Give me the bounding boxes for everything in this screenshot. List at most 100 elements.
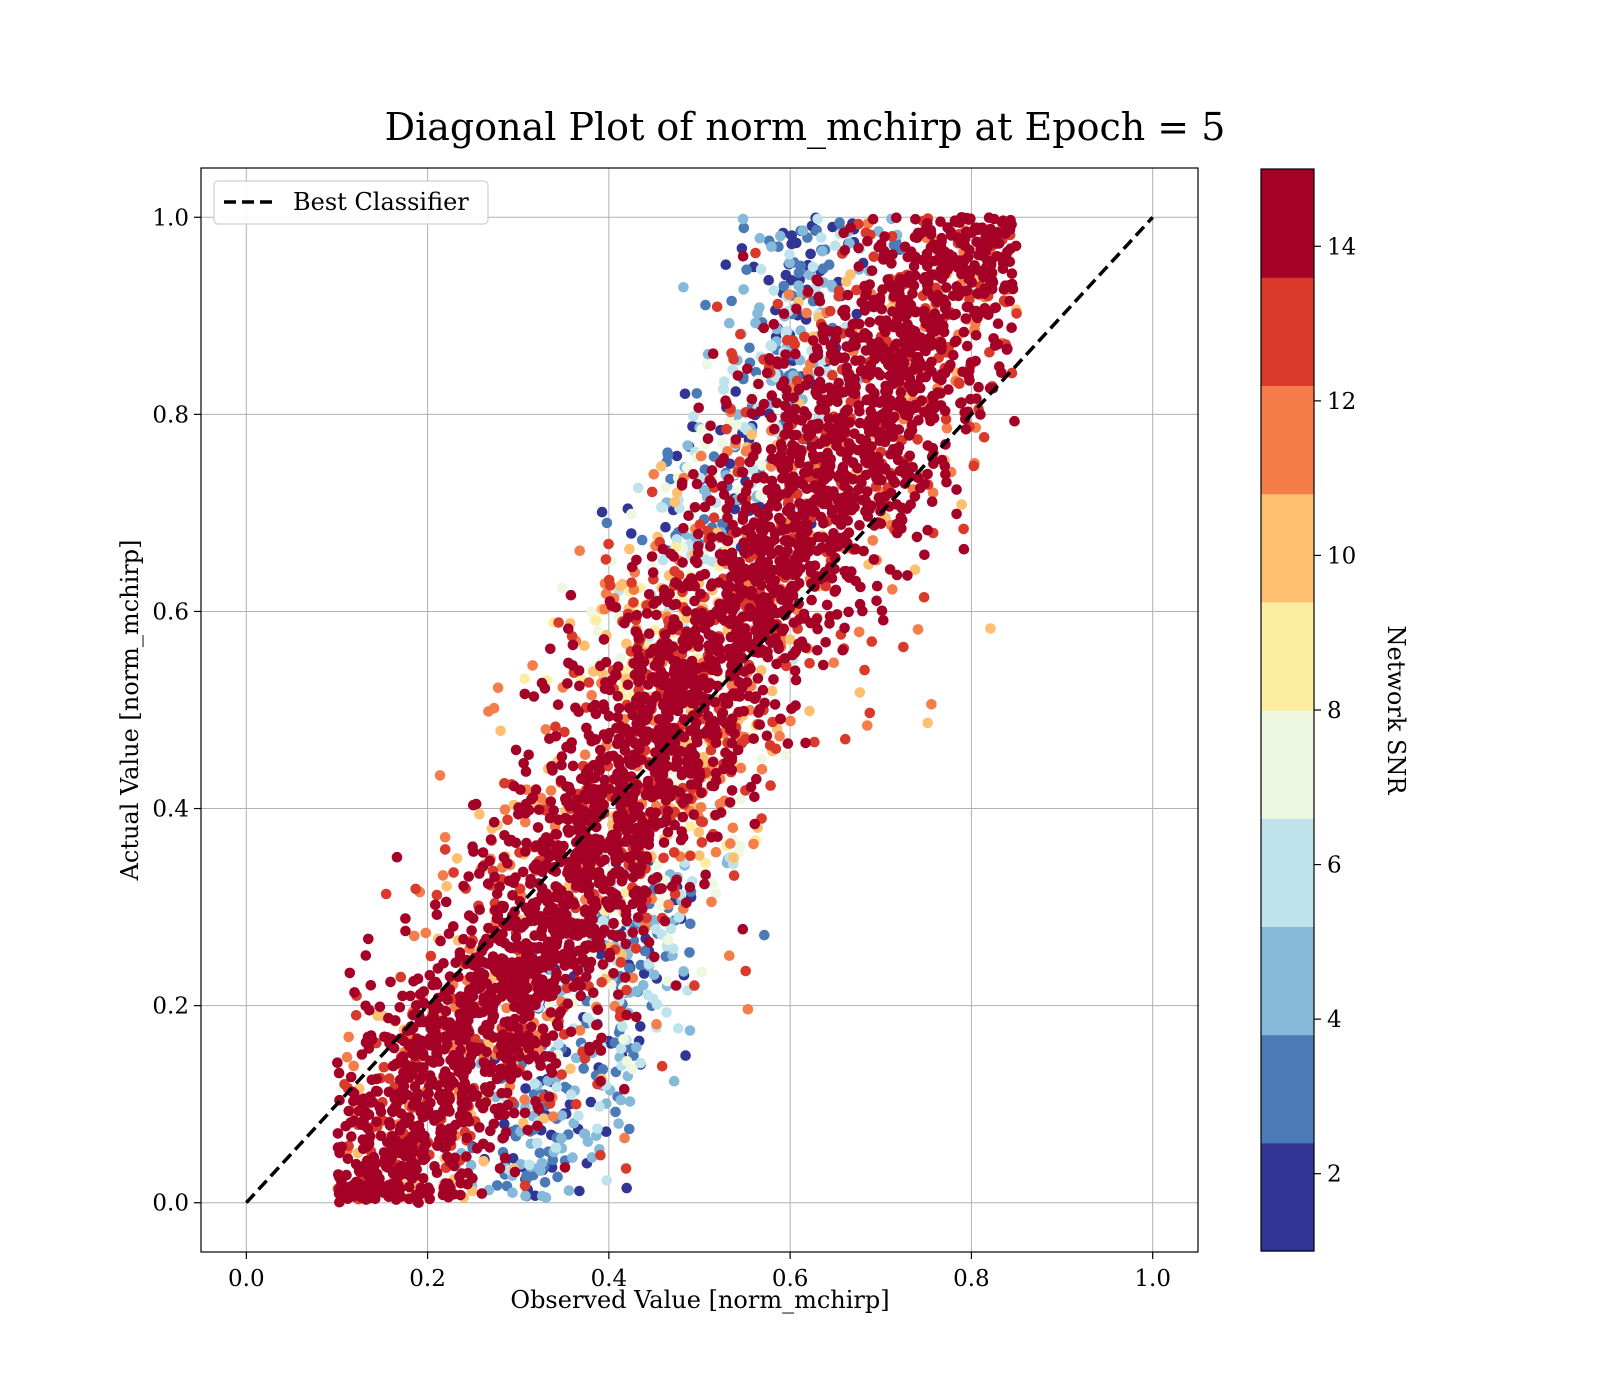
- scatter-point: [627, 1063, 638, 1075]
- scatter-point: [774, 730, 785, 742]
- scatter-point: [581, 971, 592, 983]
- scatter-point: [626, 528, 637, 539]
- scatter-point: [676, 826, 687, 837]
- scatter-point: [1006, 268, 1018, 279]
- scatter-point: [536, 882, 548, 894]
- scatter-point: [368, 1179, 380, 1190]
- scatter-point: [766, 453, 778, 465]
- scatter-point: [484, 987, 496, 999]
- scatter-point: [565, 589, 577, 601]
- scatter-point: [539, 683, 551, 694]
- scatter-point: [902, 296, 914, 307]
- scatter-point: [565, 825, 577, 836]
- scatter-point: [540, 1192, 552, 1203]
- scatter-point: [960, 313, 972, 324]
- scatter-point: [542, 1075, 554, 1087]
- scatter-point: [704, 720, 716, 731]
- scatter-point: [365, 1091, 376, 1102]
- scatter-point: [458, 880, 469, 892]
- scatter-point: [636, 534, 648, 546]
- scatter-point: [579, 853, 590, 865]
- scatter-point: [512, 1023, 524, 1034]
- scatter-point: [777, 625, 788, 637]
- scatter-point: [940, 413, 952, 425]
- scatter-point: [754, 232, 766, 244]
- scatter-point: [821, 459, 832, 470]
- scatter-point: [726, 764, 738, 776]
- scatter-point: [924, 332, 936, 344]
- scatter-point: [624, 1123, 635, 1135]
- scatter-point: [642, 989, 653, 1001]
- scatter-point: [628, 872, 639, 883]
- scatter-point: [824, 611, 836, 622]
- scatter-point: [424, 1072, 436, 1084]
- scatter-point: [840, 733, 851, 745]
- scatter-point: [636, 703, 648, 715]
- scatter-point: [873, 492, 885, 503]
- scatter-point: [630, 837, 641, 848]
- scatter-point: [657, 543, 669, 555]
- scatter-point: [523, 1159, 535, 1171]
- scatter-point: [826, 573, 838, 584]
- scatter-point: [817, 245, 828, 257]
- scatter-point: [802, 366, 814, 377]
- scatter-point: [385, 976, 396, 988]
- scatter-point: [523, 945, 535, 956]
- scatter-point: [859, 664, 870, 676]
- scatter-point: [530, 1037, 542, 1049]
- scatter-point: [544, 999, 555, 1010]
- scatter-point: [800, 380, 812, 391]
- scatter-point: [701, 359, 713, 370]
- scatter-point: [579, 749, 591, 760]
- scatter-point: [649, 951, 660, 963]
- scatter-point: [773, 512, 785, 524]
- scatter-point: [420, 927, 432, 939]
- scatter-point: [480, 1097, 492, 1108]
- scatter-point: [896, 396, 907, 407]
- scatter-point: [713, 577, 724, 588]
- scatter-point: [823, 382, 835, 394]
- scatter-point: [551, 1018, 563, 1029]
- scatter-point: [394, 1002, 406, 1013]
- scatter-point: [568, 899, 580, 910]
- scatter-point: [646, 486, 658, 498]
- scatter-point: [631, 1041, 642, 1053]
- scatter-point: [525, 878, 536, 889]
- scatter-point: [506, 957, 518, 968]
- scatter-point: [550, 721, 561, 733]
- scatter-point: [383, 1086, 395, 1098]
- scatter-point: [342, 1153, 354, 1165]
- scatter-point: [964, 244, 975, 256]
- scatter-point: [764, 521, 776, 533]
- scatter-point: [607, 899, 619, 910]
- scatter-point: [900, 468, 911, 480]
- scatter-point: [643, 839, 655, 851]
- scatter-point: [498, 1132, 510, 1143]
- scatter-point: [697, 816, 709, 828]
- scatter-point: [865, 405, 877, 417]
- scatter-point: [681, 756, 692, 768]
- scatter-point: [468, 846, 479, 857]
- scatter-point: [717, 437, 728, 449]
- scatter-point: [992, 318, 1004, 330]
- scatter-point: [691, 557, 703, 569]
- scatter-point: [388, 1042, 400, 1054]
- scatter-point: [726, 738, 738, 749]
- scatter-point: [929, 255, 940, 267]
- scatter-point: [435, 1127, 446, 1139]
- scatter-point: [702, 682, 713, 694]
- scatter-point: [520, 766, 532, 777]
- scatter-point: [858, 545, 869, 557]
- scatter-point: [761, 564, 773, 576]
- scatter-point: [502, 858, 513, 869]
- scatter-point: [537, 1023, 549, 1035]
- scatter-point: [574, 680, 585, 692]
- scatter-point: [592, 1004, 604, 1016]
- scatter-point: [708, 512, 720, 523]
- scatter-point: [756, 647, 768, 658]
- scatter-point: [612, 786, 624, 798]
- scatter-point: [761, 730, 773, 742]
- scatter-point: [545, 1007, 557, 1018]
- scatter-point: [960, 424, 972, 435]
- scatter-point: [565, 1026, 577, 1038]
